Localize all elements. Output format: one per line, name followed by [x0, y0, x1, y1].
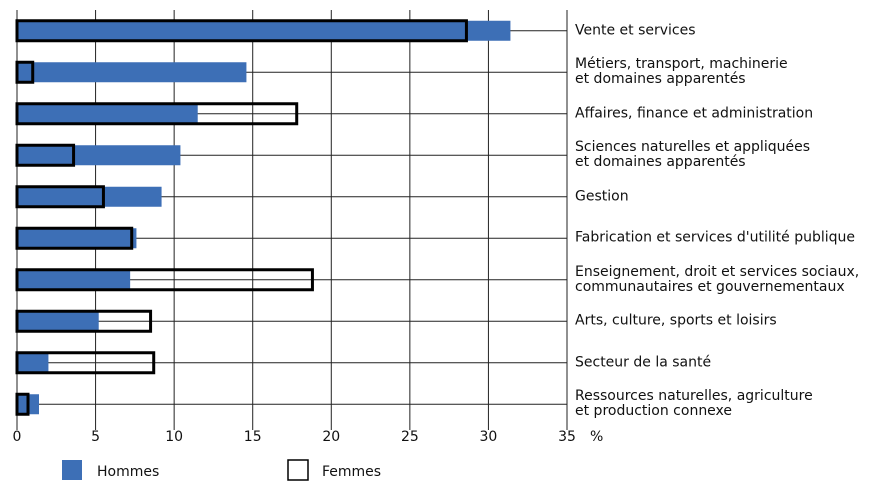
category-label: Ressources naturelles, agriculture et pr…	[575, 388, 813, 420]
x-tick-label: 15	[244, 429, 262, 445]
category-label: Arts, culture, sports et loisirs	[575, 312, 777, 329]
x-unit: %	[590, 429, 603, 445]
bar	[17, 186, 162, 207]
category-label: Gestion	[575, 188, 629, 205]
category-label: Sciences naturelles et appliquées et dom…	[575, 139, 810, 171]
x-tick-label: 35	[558, 429, 576, 445]
bar	[15, 392, 30, 416]
bar	[17, 269, 131, 290]
x-tick-label: 10	[165, 429, 183, 445]
x-tick-label: 20	[322, 429, 340, 445]
x-tick-label: 0	[13, 429, 22, 445]
category-label: Secteur de la santé	[575, 354, 712, 371]
category-label: Vente et services	[575, 22, 696, 39]
bar	[15, 226, 134, 250]
x-tick-label: 5	[91, 429, 100, 445]
bar	[17, 62, 247, 83]
x-tick-label: 25	[401, 429, 419, 445]
category-label: Affaires, finance et administration	[575, 105, 814, 122]
legend-label: Femmes	[322, 464, 381, 480]
bar	[17, 228, 137, 249]
bar	[15, 268, 314, 292]
legend-label: Hommes	[97, 464, 159, 480]
bar	[15, 185, 105, 209]
bar	[17, 103, 198, 124]
bar	[17, 352, 49, 373]
bar	[15, 60, 35, 84]
x-tick-label: 30	[480, 429, 498, 445]
category-label: Fabrication et services d'utilité publiq…	[575, 229, 855, 246]
legend-swatch	[62, 460, 82, 480]
bar	[15, 102, 299, 126]
bar	[17, 145, 181, 166]
bar	[15, 309, 153, 333]
category-label: Métiers, transport, machinerie et domain…	[575, 56, 788, 88]
bar	[17, 311, 99, 332]
category-label: Enseignement, droit et services sociaux,…	[575, 263, 860, 295]
bar	[15, 19, 468, 43]
bar	[15, 351, 156, 375]
bar	[15, 143, 76, 167]
bar	[17, 20, 511, 41]
legend-swatch	[287, 459, 309, 481]
